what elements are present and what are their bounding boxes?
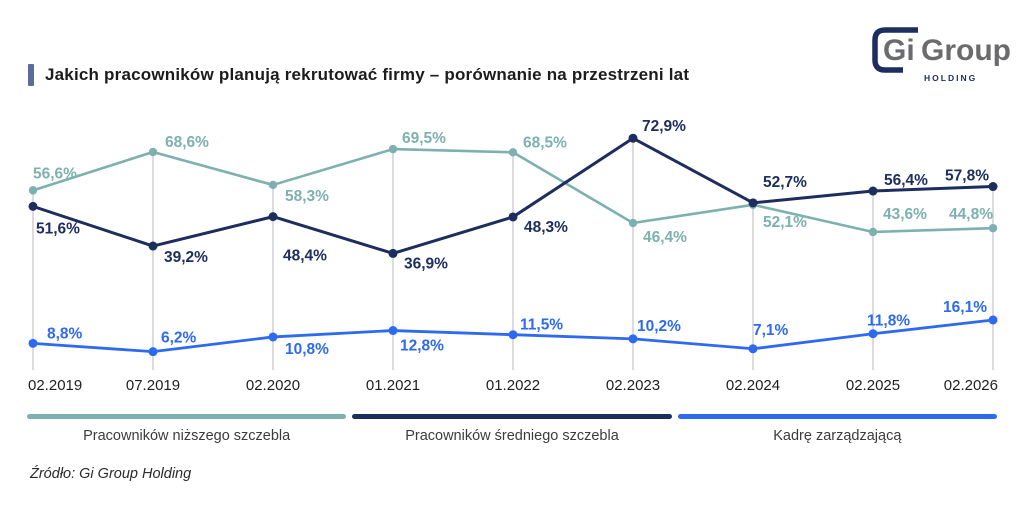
- value-label: 52,7%: [763, 174, 807, 191]
- data-point: [748, 198, 758, 208]
- x-axis-label: 07.2019: [126, 377, 180, 394]
- value-label: 10,2%: [637, 318, 681, 335]
- logo-text-gi: Gi: [883, 34, 915, 67]
- value-label: 52,1%: [763, 214, 807, 231]
- value-label: 58,3%: [285, 188, 329, 205]
- legend-label-management: Kadrę zarządzającą: [773, 428, 902, 444]
- title-accent-bar: [28, 64, 34, 86]
- data-point: [868, 186, 878, 196]
- legend-label-mid-level: Pracowników średniego szczebla: [405, 428, 619, 444]
- value-label: 48,4%: [283, 248, 327, 265]
- data-point: [628, 334, 638, 344]
- line-chart: 56,6% 68,6% 58,3% 69,5% 68,5% 46,4% 52,1% 43,6%…: [28, 118, 998, 394]
- x-axis-label: 02.2024: [726, 377, 780, 394]
- logo-text-holding: HOLDING: [924, 73, 978, 83]
- data-point: [268, 212, 278, 222]
- data-point: [268, 332, 278, 342]
- data-point: [628, 218, 638, 228]
- value-label: 7,1%: [753, 322, 789, 339]
- value-label: 16,1%: [943, 299, 987, 316]
- x-axis-label: 02.2026: [944, 377, 998, 394]
- value-label: 56,4%: [884, 172, 928, 189]
- value-label: 6,2%: [161, 330, 197, 347]
- value-label: 68,5%: [523, 134, 567, 151]
- legend-label-lower-level: Pracowników niższego szczebla: [83, 428, 291, 444]
- data-point: [388, 144, 398, 154]
- value-label: 48,3%: [524, 219, 568, 236]
- value-label: 46,4%: [643, 229, 687, 246]
- data-point: [148, 241, 158, 251]
- data-point: [148, 147, 158, 157]
- data-point: [868, 329, 878, 339]
- x-axis-label: 02.2025: [846, 377, 900, 394]
- gi-group-logo: Gi Group HOLDING: [872, 20, 1022, 83]
- title-row: Jakich pracowników planują rekrutować fi…: [28, 64, 689, 86]
- data-point: [28, 186, 38, 195]
- data-point: [388, 326, 398, 336]
- logo-text-group: Group: [921, 34, 1011, 67]
- data-point: [748, 344, 758, 354]
- x-axis-label: 01.2022: [486, 377, 540, 394]
- legend-item-management: Kadrę zarządzającą: [677, 414, 997, 444]
- data-point: [988, 315, 998, 325]
- x-axis-label: 01.2021: [366, 377, 420, 394]
- value-label: 10,8%: [285, 341, 329, 358]
- source-note: Źródło: Gi Group Holding: [30, 466, 192, 482]
- page-title: Jakich pracowników planują rekrutować fi…: [45, 65, 690, 84]
- value-label: 72,9%: [642, 118, 686, 135]
- data-point: [988, 182, 998, 192]
- data-point: [628, 133, 638, 143]
- logo-bracket-icon: [872, 27, 918, 73]
- data-point: [508, 212, 518, 222]
- data-point: [988, 223, 998, 233]
- value-label: 11,8%: [867, 313, 910, 330]
- x-axis-label: 02.2020: [246, 377, 300, 394]
- legend-swatch-lower-level: [27, 414, 347, 419]
- legend-swatch-management: [677, 414, 997, 419]
- data-point: [268, 180, 278, 190]
- value-label: 69,5%: [402, 130, 446, 147]
- data-point: [28, 338, 38, 348]
- value-label: 68,6%: [165, 134, 209, 151]
- value-label: 51,6%: [36, 220, 80, 237]
- x-axis-label: 02.2023: [606, 377, 660, 394]
- value-label: 44,8%: [949, 206, 993, 223]
- data-point: [868, 227, 878, 237]
- data-point: [508, 148, 518, 157]
- legend: Pracowników niższego szczebla Pracownikó…: [27, 414, 997, 444]
- legend-item-lower-level: Pracowników niższego szczebla: [27, 414, 347, 444]
- value-label: 11,5%: [520, 317, 563, 334]
- value-label: 36,9%: [404, 255, 448, 272]
- value-label: 43,6%: [883, 206, 927, 223]
- legend-item-mid-level: Pracowników średniego szczebla: [352, 414, 672, 444]
- data-point: [508, 330, 518, 340]
- value-label: 57,8%: [945, 168, 989, 185]
- data-point: [148, 347, 158, 357]
- data-point: [388, 248, 398, 258]
- value-label: 8,8%: [47, 325, 83, 342]
- x-axis-label: 02.2019: [28, 377, 82, 394]
- value-label: 56,6%: [33, 165, 77, 182]
- value-label: 39,2%: [164, 249, 208, 266]
- value-label: 12,8%: [400, 338, 444, 355]
- data-point: [28, 201, 38, 211]
- legend-swatch-mid-level: [352, 414, 672, 419]
